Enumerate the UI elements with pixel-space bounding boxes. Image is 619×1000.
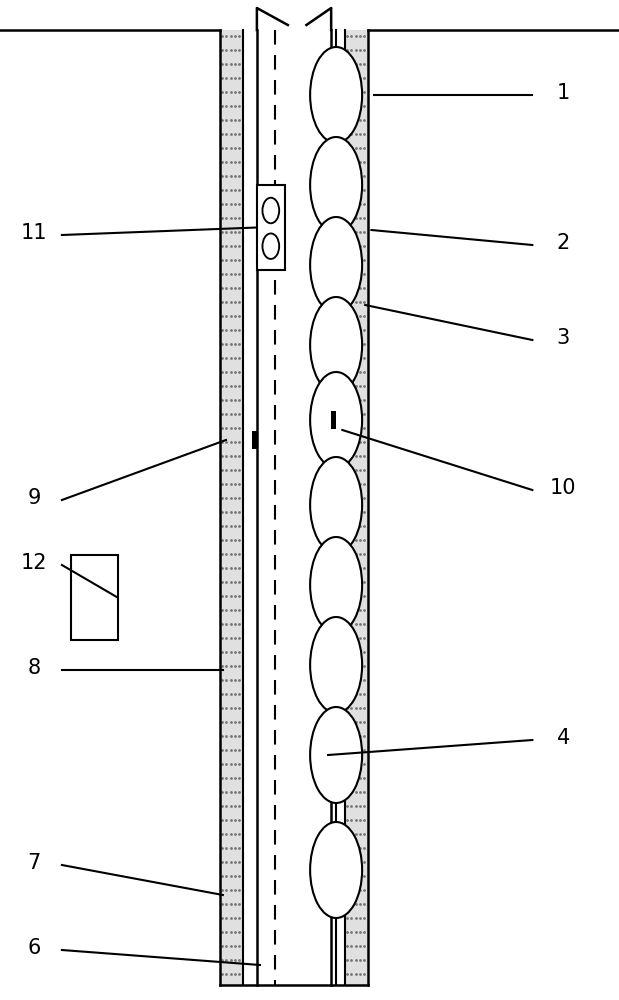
Bar — [220, 30, 243, 985]
Ellipse shape — [310, 537, 362, 633]
Text: 1: 1 — [556, 83, 570, 103]
Ellipse shape — [310, 217, 362, 313]
Ellipse shape — [310, 822, 362, 918]
Ellipse shape — [262, 233, 279, 259]
Ellipse shape — [310, 707, 362, 803]
Ellipse shape — [262, 198, 279, 223]
Text: 11: 11 — [21, 223, 47, 243]
Text: 3: 3 — [556, 328, 570, 348]
Ellipse shape — [310, 297, 362, 393]
Text: 8: 8 — [27, 658, 41, 678]
Bar — [71, 555, 118, 640]
Bar — [257, 185, 285, 270]
Text: 12: 12 — [21, 553, 47, 573]
Ellipse shape — [310, 457, 362, 553]
Text: 10: 10 — [550, 478, 576, 498]
Text: 9: 9 — [27, 488, 41, 508]
Ellipse shape — [310, 137, 362, 233]
Bar — [252, 431, 257, 449]
Ellipse shape — [310, 372, 362, 468]
Ellipse shape — [310, 617, 362, 713]
Text: 4: 4 — [556, 728, 570, 748]
Text: 7: 7 — [27, 853, 41, 873]
Text: 6: 6 — [27, 938, 41, 958]
Bar — [345, 30, 368, 985]
Ellipse shape — [310, 47, 362, 143]
Text: 2: 2 — [556, 233, 570, 253]
Bar — [331, 411, 336, 429]
